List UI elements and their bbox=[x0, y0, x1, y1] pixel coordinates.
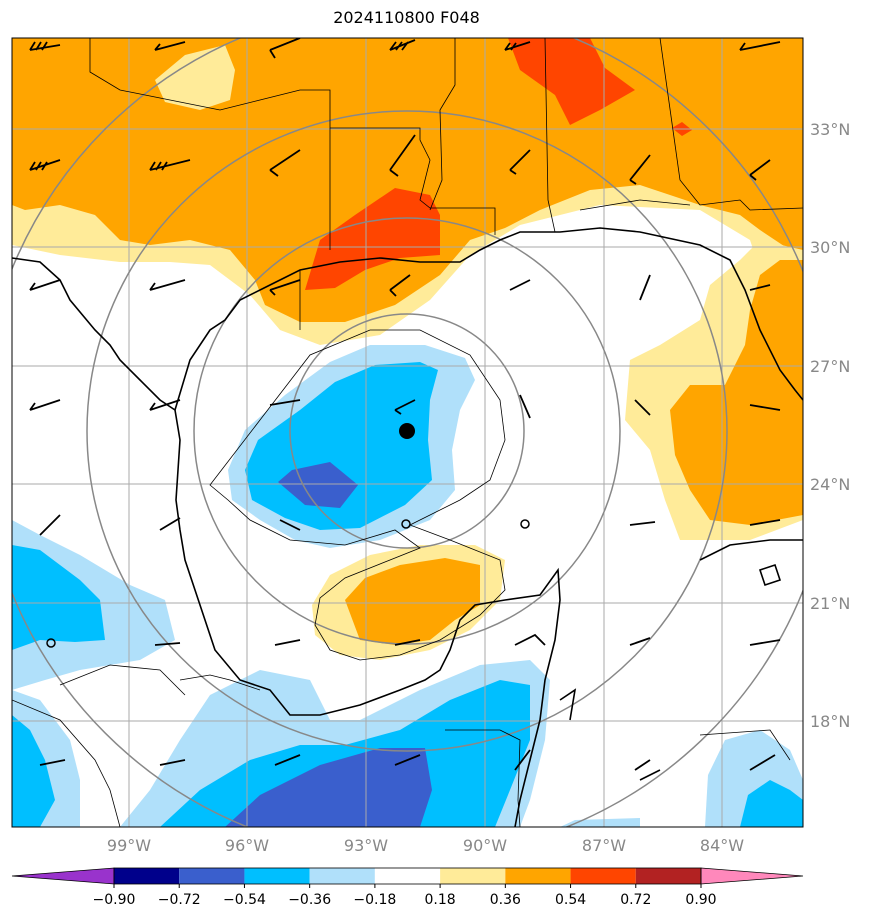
storm-center-marker bbox=[399, 423, 415, 439]
field-contour-skyblue-southwest2 bbox=[12, 715, 55, 827]
latitude-labels: 33°N 30°N 27°N 24°N 21°N 18°N bbox=[810, 120, 850, 731]
field-contour-skyblue-bottom bbox=[560, 818, 640, 827]
colorbar-segment bbox=[244, 868, 310, 884]
field-contour-orange-north bbox=[12, 38, 803, 322]
colorbar-tick-label: −0.72 bbox=[158, 892, 201, 908]
lon-label: 96°W bbox=[225, 836, 269, 855]
colorbar-extend-low bbox=[11, 867, 115, 885]
field-contour-skyblue-south bbox=[160, 680, 530, 827]
field-contour-skyblue-southwest bbox=[12, 545, 105, 650]
colorbar-segment bbox=[114, 868, 180, 884]
field-contour-royalblue-south bbox=[225, 748, 432, 827]
map-area bbox=[12, 38, 803, 827]
lon-label: 93°W bbox=[344, 836, 388, 855]
colorbar-tick-label: 0.36 bbox=[490, 892, 521, 908]
lon-label: 84°W bbox=[700, 836, 744, 855]
colorbar-segment bbox=[505, 868, 571, 884]
lon-label: 99°W bbox=[107, 836, 151, 855]
colorbar-tick-label: 0.18 bbox=[425, 892, 456, 908]
colorbar-tick-label: 0.54 bbox=[555, 892, 586, 908]
colorbar-extend-high bbox=[700, 867, 804, 885]
lat-label: 21°N bbox=[810, 594, 850, 613]
colorbar-frame bbox=[113, 867, 702, 885]
colorbar-tick-label: −0.36 bbox=[288, 892, 331, 908]
coastlines bbox=[12, 227, 803, 827]
lon-label: 90°W bbox=[463, 836, 507, 855]
colorbar-segment bbox=[570, 868, 636, 884]
colorbar-segment bbox=[309, 868, 375, 884]
thin-contours bbox=[12, 329, 506, 827]
colorbar-tick-label: −0.18 bbox=[353, 892, 396, 908]
lat-label: 27°N bbox=[810, 357, 850, 376]
lat-label: 24°N bbox=[810, 475, 850, 494]
map-title: 2024110800 F048 bbox=[333, 8, 480, 27]
colorbar-segment bbox=[635, 868, 701, 884]
calm-wind-markers bbox=[46, 519, 530, 648]
map-frame bbox=[11, 37, 804, 828]
colorbar-tick-label: −0.90 bbox=[93, 892, 136, 908]
colorbar-tick-label: 0.72 bbox=[620, 892, 651, 908]
field-contour-redorange-northeast bbox=[508, 38, 635, 125]
field-contour-lightyellow-patch bbox=[155, 45, 235, 110]
lat-label: 30°N bbox=[810, 238, 850, 257]
range-rings bbox=[12, 38, 803, 827]
political-borders bbox=[89, 38, 803, 827]
longitude-labels: 99°W 96°W 93°W 90°W 87°W 84°W bbox=[107, 836, 744, 855]
colorbar: −0.90 −0.72 −0.54 −0.36 −0.18 0.18 0.36 0.54 0.7… bbox=[11, 867, 804, 908]
lat-lon-grid bbox=[12, 38, 803, 827]
colorbar-segment bbox=[374, 868, 441, 884]
field-contour-orange-east bbox=[670, 260, 803, 525]
field-contour-redorange-louisiana bbox=[305, 188, 440, 290]
field-contour-orange-south bbox=[345, 558, 480, 645]
colorbar-segment bbox=[440, 868, 506, 884]
lat-label: 33°N bbox=[810, 120, 850, 139]
lat-label: 18°N bbox=[810, 712, 850, 731]
field-contour-skyblue-southeast bbox=[740, 780, 803, 827]
lon-label: 87°W bbox=[582, 836, 626, 855]
colorbar-tick-label: −0.54 bbox=[223, 892, 266, 908]
colorbar-tick-label: 0.90 bbox=[685, 892, 716, 908]
colorbar-segment bbox=[179, 868, 245, 884]
wind-barbs bbox=[29, 38, 781, 771]
